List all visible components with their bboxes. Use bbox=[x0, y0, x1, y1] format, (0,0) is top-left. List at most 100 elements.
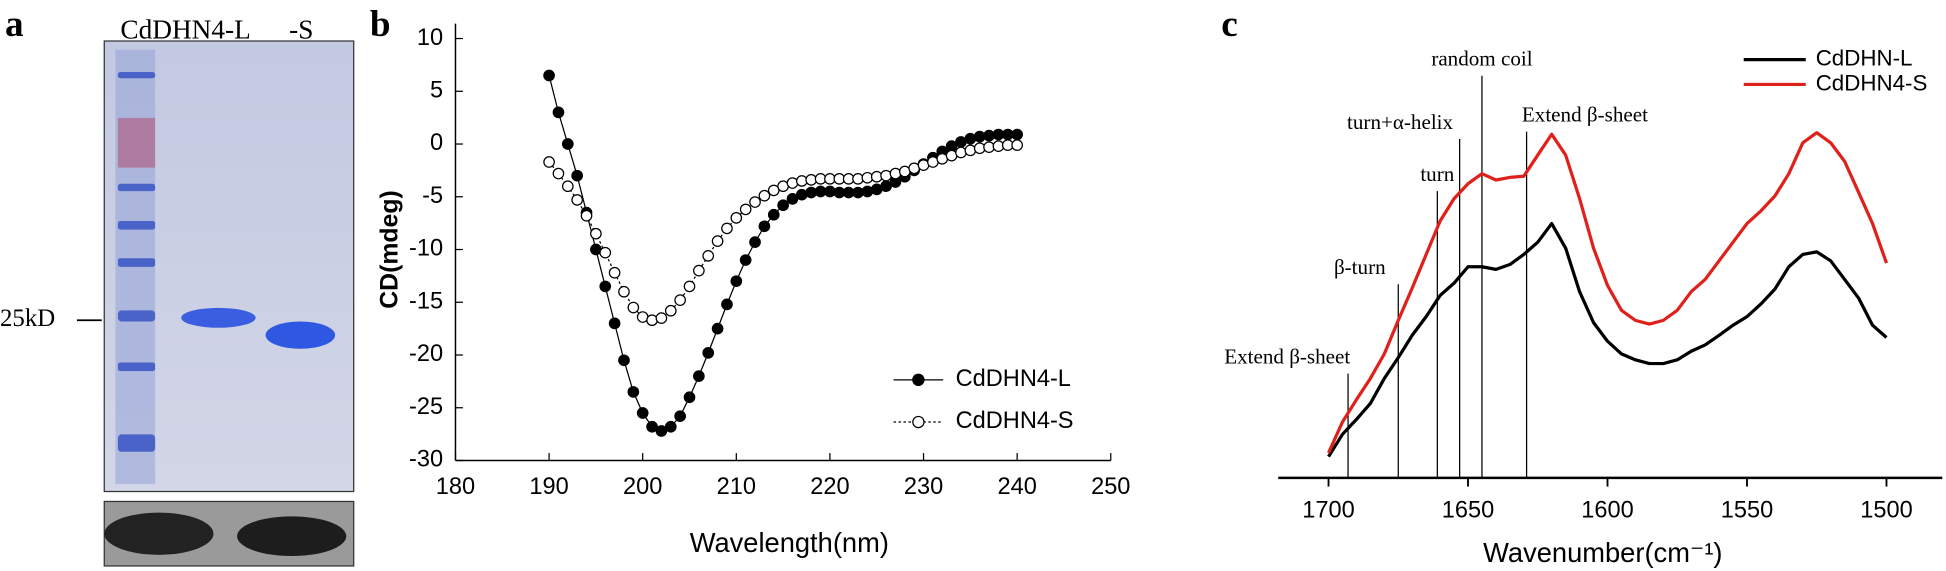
x-tick-label: 210 bbox=[717, 473, 756, 499]
marker bbox=[683, 391, 696, 404]
y-tick-label: -25 bbox=[409, 393, 443, 419]
marker bbox=[674, 410, 686, 423]
legend-label: CdDHN4-S bbox=[956, 407, 1074, 433]
marker bbox=[739, 203, 752, 216]
marker bbox=[608, 317, 621, 330]
annotation-label: Extend β-sheet bbox=[1522, 103, 1648, 127]
blot-band bbox=[104, 512, 214, 555]
marker bbox=[608, 266, 621, 279]
marker bbox=[702, 250, 715, 262]
marker bbox=[721, 298, 733, 311]
marker bbox=[758, 220, 771, 233]
marker bbox=[618, 285, 630, 298]
band bbox=[181, 307, 256, 328]
marker bbox=[767, 184, 780, 197]
panel-label: b bbox=[370, 4, 391, 45]
marker bbox=[655, 312, 668, 324]
marker bbox=[561, 180, 574, 193]
marker bbox=[1011, 128, 1023, 141]
y-tick-label: -30 bbox=[409, 446, 443, 472]
legend-marker bbox=[912, 415, 925, 429]
annotation-label: turn+α-helix bbox=[1347, 110, 1454, 134]
marker-bands bbox=[117, 72, 156, 452]
marker bbox=[964, 144, 977, 157]
x-tick-label: 1700 bbox=[1302, 497, 1354, 523]
annotation-label: random coil bbox=[1431, 47, 1532, 71]
marker bbox=[786, 193, 799, 205]
marker bbox=[599, 280, 612, 293]
marker bbox=[964, 132, 977, 145]
y-tick-label: 0 bbox=[430, 129, 443, 155]
marker bbox=[749, 236, 761, 248]
marker bbox=[590, 227, 602, 240]
panel-label: c bbox=[1221, 4, 1238, 45]
annotation-label: Extend β-sheet bbox=[1224, 345, 1350, 369]
marker bbox=[552, 106, 565, 119]
marker bbox=[636, 407, 649, 419]
panel-label: a bbox=[5, 4, 24, 45]
x-axis-label: Wavenumber(cm⁻¹) bbox=[1483, 537, 1722, 568]
marker bbox=[786, 177, 799, 189]
marker bbox=[580, 209, 593, 222]
x-tick-label: 240 bbox=[997, 473, 1036, 499]
marker bbox=[861, 185, 874, 198]
marker bbox=[693, 264, 705, 277]
series-line bbox=[1327, 221, 1888, 458]
x-tick-label: 190 bbox=[529, 473, 568, 499]
x-tick-label: 230 bbox=[904, 473, 943, 499]
marker bbox=[730, 212, 743, 224]
lane-label: -S bbox=[289, 15, 313, 45]
cd-chart: b 180 190 200 210 220 230 240 250 -30 -25 -20 -15 -10… bbox=[370, 4, 1131, 558]
marker bbox=[674, 294, 686, 306]
marker bbox=[730, 275, 743, 287]
marker bbox=[702, 347, 715, 359]
annotation-label: β-turn bbox=[1334, 255, 1386, 279]
x-tick-label: 1600 bbox=[1581, 497, 1633, 523]
marker bbox=[711, 235, 724, 247]
series-line bbox=[548, 75, 1018, 432]
legend-label: CdDHN4-S bbox=[1816, 70, 1928, 95]
marker bbox=[627, 386, 640, 398]
x-tick-label: 250 bbox=[1091, 473, 1130, 499]
marker bbox=[552, 167, 565, 180]
marker bbox=[721, 222, 733, 235]
marker bbox=[571, 194, 584, 206]
marker bbox=[599, 246, 612, 259]
marker bbox=[618, 354, 630, 367]
y-tick-label: 5 bbox=[430, 77, 443, 103]
gel-panel: a CdDHN4-L -S 25kD bbox=[0, 4, 355, 567]
marker bbox=[561, 138, 574, 150]
y-tick-label: -5 bbox=[422, 182, 443, 208]
blot-band bbox=[237, 516, 347, 557]
marker bbox=[796, 188, 808, 201]
y-tick-label: -20 bbox=[409, 340, 443, 366]
marker-label: 25kD bbox=[0, 305, 55, 332]
x-tick-label: 180 bbox=[436, 473, 475, 499]
marker-lane bbox=[115, 49, 156, 485]
band bbox=[265, 321, 336, 349]
marker bbox=[749, 196, 761, 208]
marker bbox=[571, 169, 584, 182]
ftir-chart: c 1700 1650 1600 1550 1500 Wavenumber(cm⁻¹) Ext… bbox=[1221, 4, 1943, 568]
marker bbox=[655, 425, 668, 437]
legend-marker bbox=[912, 373, 925, 387]
marker bbox=[664, 304, 677, 317]
marker bbox=[543, 156, 555, 168]
marker bbox=[693, 370, 705, 382]
y-tick-label: 10 bbox=[417, 24, 443, 50]
marker bbox=[777, 199, 789, 212]
legend-label: CdDHN-L bbox=[1816, 46, 1913, 71]
y-tick-label: -15 bbox=[409, 287, 443, 313]
marker bbox=[758, 189, 771, 202]
marker bbox=[1011, 139, 1023, 151]
marker-smear bbox=[117, 117, 156, 168]
marker bbox=[889, 167, 902, 180]
lane-label: CdDHN4-L bbox=[120, 15, 250, 45]
marker bbox=[646, 420, 658, 433]
marker bbox=[627, 301, 640, 314]
series-line bbox=[1327, 131, 1889, 454]
marker bbox=[683, 280, 696, 293]
annotation-label: turn bbox=[1420, 162, 1454, 186]
marker bbox=[543, 69, 555, 82]
